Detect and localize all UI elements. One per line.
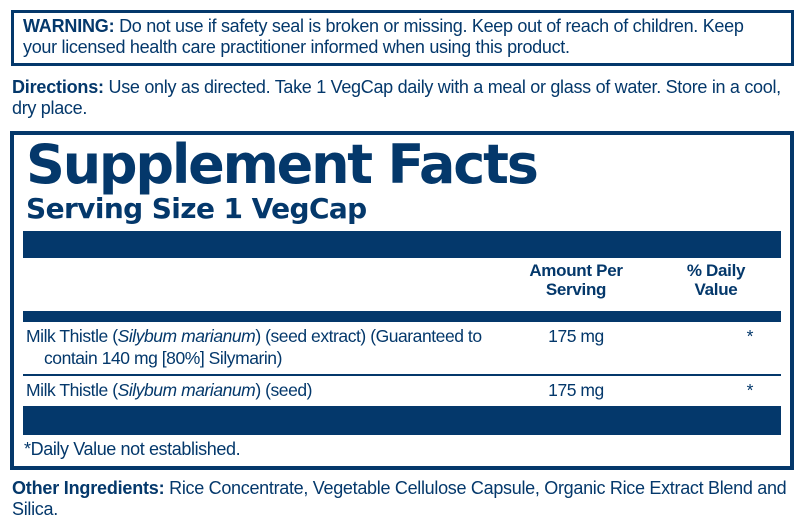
ingredient-name: Milk Thistle (Silybum marianum) (seed) xyxy=(26,380,313,400)
warning-body: Do not use if safety seal is broken or m… xyxy=(23,16,744,57)
amount-header-line1: Amount Per xyxy=(529,261,623,280)
ingredient-row: Milk Thistle (Silybum marianum) (seed ex… xyxy=(23,322,781,374)
dv-header-line1: % Daily xyxy=(686,261,746,280)
supplement-facts-panel: Supplement Facts Serving Size 1 VegCap A… xyxy=(10,131,794,470)
ingredient-row: Milk Thistle (Silybum marianum) (seed) 17… xyxy=(23,374,781,406)
amount-header-line2: Serving xyxy=(545,279,607,299)
supplement-facts-title: Supplement Facts xyxy=(26,133,539,196)
warning-box: WARNING: Do not use if safety seal is br… xyxy=(11,10,794,66)
divider-bar-top xyxy=(23,231,781,258)
ingredient-daily-value: * xyxy=(746,380,754,400)
column-header-daily-value: % Daily Value xyxy=(651,261,781,299)
ingredient-name: Milk Thistle (Silybum marianum) (seed ex… xyxy=(26,326,482,368)
directions-label: Directions: xyxy=(12,77,104,97)
warning-text: WARNING: Do not use if safety seal is br… xyxy=(23,16,782,58)
divider-bar-middle xyxy=(23,311,781,322)
divider-bar-bottom xyxy=(23,406,781,435)
ingredient-amount: 175 mg xyxy=(548,380,604,400)
ingredient-table: Milk Thistle (Silybum marianum) (seed ex… xyxy=(23,322,781,406)
table-header-row: Amount Per Serving % Daily Value xyxy=(23,261,781,299)
directions-text: Directions: Use only as directed. Take 1… xyxy=(12,77,800,119)
other-ingredients-label: Other Ingredients: xyxy=(12,478,165,498)
ingredient-daily-value: * xyxy=(746,326,754,346)
directions-body: Use only as directed. Take 1 VegCap dail… xyxy=(12,77,781,118)
daily-value-footnote: *Daily Value not established. xyxy=(24,439,241,459)
serving-size: Serving Size 1 VegCap xyxy=(26,192,367,225)
ingredient-amount: 175 mg xyxy=(548,326,604,346)
warning-label: WARNING: xyxy=(23,16,115,36)
column-header-amount-per-serving: Amount Per Serving xyxy=(501,261,651,299)
dv-header-line2: Value xyxy=(694,279,738,299)
